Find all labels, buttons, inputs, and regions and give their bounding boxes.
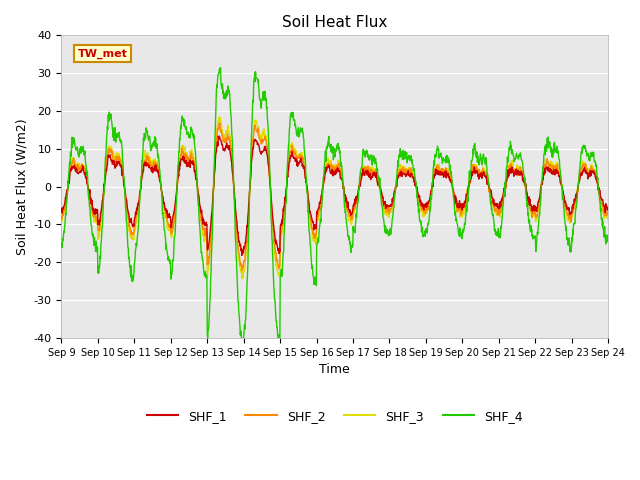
SHF_3 bbox=[166, 227, 173, 232]
Title: Soil Heat Flux: Soil Heat Flux bbox=[282, 15, 387, 30]
SHF_3 bbox=[179, 143, 187, 148]
SHF_2 bbox=[58, 214, 65, 220]
SHF_2 bbox=[166, 222, 173, 228]
SHF_1 bbox=[166, 215, 173, 220]
SHF_2 bbox=[540, 173, 548, 179]
SHF_1 bbox=[241, 243, 249, 249]
SHF_3 bbox=[492, 208, 499, 214]
SHF_4 bbox=[58, 243, 65, 249]
SHF_4 bbox=[241, 322, 248, 328]
SHF_4 bbox=[604, 237, 612, 243]
Text: TW_met: TW_met bbox=[78, 48, 127, 59]
SHF_2 bbox=[216, 120, 223, 126]
SHF_1 bbox=[58, 206, 65, 212]
SHF_2 bbox=[420, 204, 428, 210]
SHF_2 bbox=[179, 149, 187, 155]
Line: SHF_4: SHF_4 bbox=[61, 68, 608, 344]
SHF_3 bbox=[604, 216, 612, 222]
Y-axis label: Soil Heat Flux (W/m2): Soil Heat Flux (W/m2) bbox=[15, 118, 28, 255]
Line: SHF_2: SHF_2 bbox=[61, 123, 608, 271]
SHF_4 bbox=[166, 260, 173, 266]
SHF_1 bbox=[420, 203, 428, 209]
SHF_1 bbox=[492, 201, 499, 206]
SHF_3 bbox=[215, 114, 223, 120]
SHF_4 bbox=[217, 65, 225, 71]
SHF_4 bbox=[540, 152, 548, 157]
SHF_4 bbox=[179, 118, 187, 124]
SHF_1 bbox=[604, 205, 612, 211]
SHF_1 bbox=[540, 171, 548, 177]
SHF_3 bbox=[540, 164, 548, 170]
SHF_2 bbox=[238, 268, 246, 274]
Line: SHF_1: SHF_1 bbox=[61, 136, 608, 255]
SHF_1 bbox=[238, 252, 246, 258]
SHF_1 bbox=[179, 153, 187, 159]
SHF_4 bbox=[276, 341, 284, 347]
SHF_3 bbox=[241, 264, 249, 269]
Line: SHF_3: SHF_3 bbox=[61, 117, 608, 279]
SHF_3 bbox=[420, 211, 428, 217]
SHF_3 bbox=[238, 276, 246, 282]
SHF_1 bbox=[214, 133, 222, 139]
SHF_4 bbox=[492, 232, 499, 238]
SHF_2 bbox=[492, 207, 499, 213]
SHF_3 bbox=[58, 217, 65, 223]
X-axis label: Time: Time bbox=[319, 363, 350, 376]
Legend: SHF_1, SHF_2, SHF_3, SHF_4: SHF_1, SHF_2, SHF_3, SHF_4 bbox=[142, 405, 527, 428]
SHF_2 bbox=[604, 209, 612, 215]
SHF_2 bbox=[241, 258, 249, 264]
SHF_4 bbox=[420, 231, 428, 237]
